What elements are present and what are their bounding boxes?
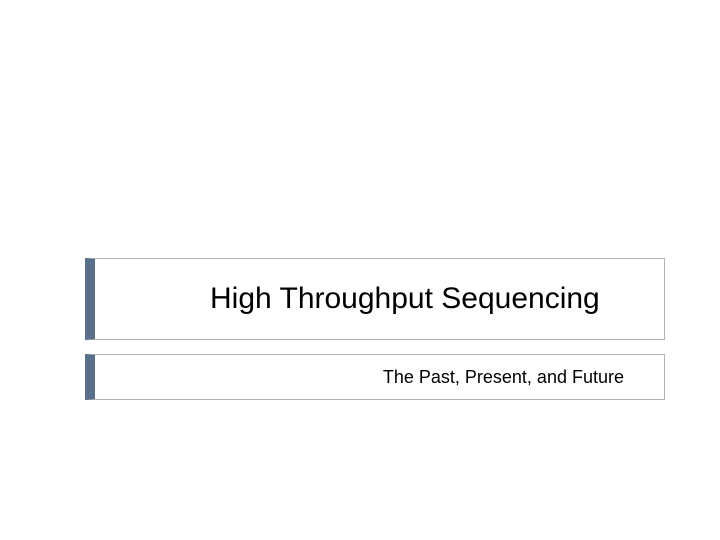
title-box: High Throughput Sequencing: [85, 258, 665, 340]
slide-title: High Throughput Sequencing: [210, 282, 600, 316]
slide-subtitle: The Past, Present, and Future: [383, 367, 624, 388]
subtitle-box: The Past, Present, and Future: [85, 354, 665, 400]
slide: High Throughput Sequencing The Past, Pre…: [0, 0, 720, 540]
